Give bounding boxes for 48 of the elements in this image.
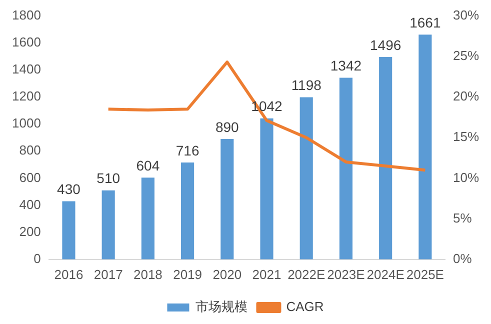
bar — [418, 34, 432, 260]
bar — [62, 201, 76, 260]
x-tick-label: 2016 — [54, 266, 84, 282]
y-tick-label: 600 — [19, 170, 41, 185]
y-tick-label: 1400 — [12, 62, 41, 77]
bar — [141, 178, 154, 260]
data-label: 1496 — [370, 36, 402, 53]
data-label: 510 — [96, 170, 120, 186]
y2-tick-label: 30% — [452, 7, 480, 22]
y2-tick-label: 15% — [452, 129, 480, 144]
x-tick-label: 2021 — [252, 266, 282, 282]
bar — [181, 162, 194, 260]
legend-label: CAGR — [286, 299, 324, 314]
y2-tick-label: 0% — [452, 250, 472, 266]
y-tick-label: 200 — [19, 224, 41, 239]
legend-label: 市场规模 — [196, 299, 248, 314]
y-tick-label: 1000 — [12, 116, 41, 131]
bar — [220, 138, 234, 260]
data-label: 430 — [57, 181, 81, 198]
data-label: 890 — [215, 118, 240, 135]
y2-tick-label: 20% — [452, 88, 480, 104]
x-tick-label: 2020 — [212, 266, 242, 282]
y-tick-label: 1600 — [12, 34, 41, 50]
bar — [300, 97, 313, 260]
y2-tick-label: 25% — [452, 48, 480, 63]
y-tick-label: 800 — [19, 142, 41, 158]
y-tick-label: 0 — [34, 250, 41, 266]
y-tick-label: 400 — [19, 196, 41, 212]
data-label: 1661 — [410, 14, 441, 30]
bar — [339, 78, 352, 260]
data-label: 1198 — [291, 77, 322, 94]
bar — [260, 118, 274, 260]
bar — [102, 190, 115, 260]
y-tick-label: 1200 — [12, 88, 41, 104]
y2-tick-label: 5% — [452, 210, 472, 226]
x-tick-label: 2019 — [173, 266, 202, 282]
x-tick-label: 2018 — [133, 266, 162, 282]
x-tick-label: 2017 — [94, 266, 123, 282]
y2-tick-label: 10% — [452, 170, 480, 185]
x-tick-label: 2023E — [327, 266, 366, 282]
y-tick-label: 1800 — [12, 7, 41, 22]
x-tick-label: 2024E — [366, 266, 405, 282]
data-label: 1342 — [330, 58, 362, 74]
data-label: 604 — [136, 158, 160, 174]
x-tick-label: 2025E — [406, 266, 444, 282]
data-label: 716 — [176, 142, 200, 158]
x-tick-label: 2022E — [288, 266, 326, 282]
bar — [379, 56, 392, 260]
